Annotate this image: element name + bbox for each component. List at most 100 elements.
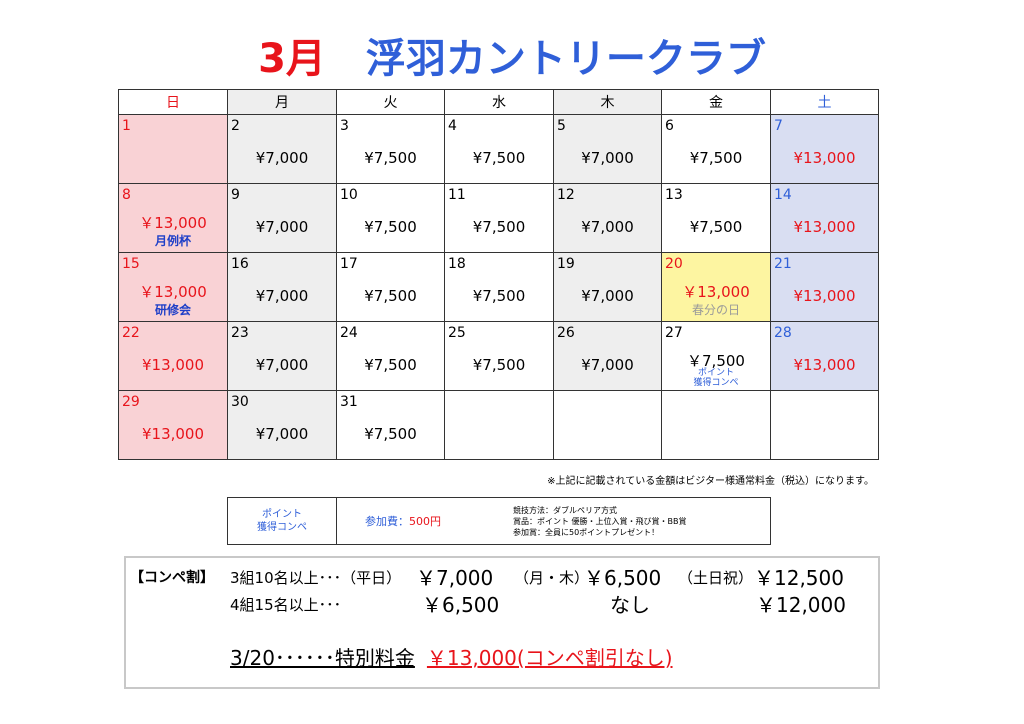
- title-club-name: 浮羽カントリークラブ: [365, 36, 766, 82]
- day-price: ￥13,000: [682, 283, 750, 301]
- calendar-day-cell: 30 ¥7,000: [227, 390, 337, 460]
- calendar-day-cell: 2 ¥7,000: [227, 114, 337, 184]
- weekday-header: 水: [444, 89, 554, 115]
- event-note: ポイント 獲得コンペ: [693, 368, 739, 388]
- calendar-day-cell: 11 ¥7,500: [444, 183, 554, 253]
- weekday-header: 土: [770, 89, 879, 115]
- calendar-day-cell: 22 ¥13,000: [118, 321, 228, 391]
- calendar-day-cell-empty: [661, 390, 771, 460]
- day-price: ¥13,000: [141, 356, 205, 374]
- day-number: 8: [122, 187, 131, 203]
- calendar-day-cell: 29 ¥13,000: [118, 390, 228, 460]
- day-number: 13: [665, 187, 683, 203]
- day-number: 6: [665, 118, 674, 134]
- day-number: 9: [231, 187, 240, 203]
- day-number: 26: [557, 325, 575, 341]
- title-month: 3月: [258, 36, 326, 82]
- day-number: 19: [557, 256, 575, 272]
- calendar-day-cell-empty: [553, 390, 662, 460]
- calendar-day-cell: 10 ¥7,500: [336, 183, 445, 253]
- discount-row2-holiday-price: ￥12,000: [756, 593, 846, 617]
- day-number: 5: [557, 118, 566, 134]
- point-compe-info-box: ポイント 獲得コンペ 参加費： 500円 競技方法：ダブルペリア方式 賞品：ポイン…: [227, 497, 771, 545]
- discount-row1-montue-label: （月・木）: [514, 569, 590, 587]
- day-number: 22: [122, 325, 140, 341]
- calendar-day-cell: 14 ¥13,000: [770, 183, 879, 253]
- calendar-week-row: 22 ¥13,000 23 ¥7,000 24 ¥7,500 25 ¥7,500 26 ¥…: [118, 321, 879, 391]
- point-label-line2: 獲得コンペ: [257, 522, 307, 533]
- day-number: 4: [448, 118, 457, 134]
- day-price: ￥7,500: [687, 352, 745, 370]
- discount-row1-condition: 3組10名以上･･･（平日）: [230, 569, 402, 587]
- calendar-day-cell: 28 ¥13,000: [770, 321, 879, 391]
- discount-row1-weekday-price: ￥7,000: [416, 566, 494, 590]
- calendar-day-cell: 25 ¥7,500: [444, 321, 554, 391]
- calendar-table: 日 月 火 水 木 金 土 1 2 ¥7,000 3 ¥7,500 4 ¥7,500 …: [118, 89, 879, 460]
- day-number: 21: [774, 256, 792, 272]
- day-number: 23: [231, 325, 249, 341]
- day-price: ¥7,500: [472, 218, 526, 236]
- entry-fee-amount: 500円: [409, 515, 441, 528]
- day-number: 7: [774, 118, 783, 134]
- calendar-day-cell: 12 ¥7,000: [553, 183, 662, 253]
- day-price: ¥13,000: [793, 218, 856, 236]
- special-price-line: 3/20･･････特別料金 ￥13,000(コンペ割引なし): [230, 642, 673, 671]
- day-price: ¥7,000: [581, 287, 634, 305]
- calendar-day-cell: 21 ¥13,000: [770, 252, 879, 322]
- day-number: 18: [448, 256, 466, 272]
- day-number: 25: [448, 325, 466, 341]
- day-number: 10: [340, 187, 358, 203]
- entry-fee: 参加費： 500円: [337, 498, 505, 544]
- day-number: 20: [665, 256, 683, 272]
- compe-rules: 競技方法：ダブルペリア方式 賞品：ポイント 優勝・上位入賞・飛び賞・BB賞 参加…: [505, 498, 687, 544]
- day-price: ¥7,500: [364, 356, 417, 374]
- day-price: ¥7,000: [255, 287, 309, 305]
- entry-fee-label: 参加費：: [365, 515, 409, 528]
- discount-row1-holiday-label: （土日祝）: [678, 569, 754, 587]
- weekday-header-row: 日 月 火 水 木 金 土: [118, 89, 879, 115]
- weekday-header: 火: [336, 89, 445, 115]
- day-price: ￥13,000: [139, 283, 207, 301]
- calendar-day-cell: 7 ¥13,000: [770, 114, 879, 184]
- day-number: 15: [122, 256, 140, 272]
- discount-row1-montue-price: ￥6,500: [584, 566, 662, 590]
- day-number: 1: [122, 118, 131, 134]
- day-price: ¥7,500: [364, 218, 417, 236]
- day-price: ¥7,500: [689, 218, 743, 236]
- day-number: 2: [231, 118, 240, 134]
- calendar-day-cell-empty: [444, 390, 554, 460]
- day-price: ¥7,500: [689, 149, 743, 167]
- calendar-day-cell: 17 ¥7,500: [336, 252, 445, 322]
- day-number: 11: [448, 187, 466, 203]
- day-price: ¥7,500: [472, 149, 526, 167]
- discount-row2-montue-price: なし: [610, 593, 650, 617]
- day-number: 28: [774, 325, 792, 341]
- event-note: 研修会: [154, 303, 191, 317]
- calendar-day-cell: 15 ￥13,000 研修会: [118, 252, 228, 322]
- calendar-day-cell: 20 ￥13,000 春分の日: [661, 252, 771, 322]
- day-price: ¥7,500: [472, 356, 526, 374]
- calendar-day-cell: 4 ¥7,500: [444, 114, 554, 184]
- discount-row1-holiday-price: ￥12,500: [754, 566, 844, 590]
- calendar-day-cell: 16 ¥7,000: [227, 252, 337, 322]
- calendar-week-row: 8 ￥13,000 月例杯 9 ¥7,000 10 ¥7,500 11 ¥7,500 12…: [118, 183, 879, 253]
- compe-rule-prizes: 賞品：ポイント 優勝・上位入賞・飛び賞・BB賞: [513, 516, 687, 526]
- day-number: 29: [122, 394, 140, 410]
- calendar-day-cell: 5 ¥7,000: [553, 114, 662, 184]
- day-price: ¥13,000: [141, 425, 205, 443]
- calendar-day-cell: 3 ¥7,500: [336, 114, 445, 184]
- day-price: ¥7,500: [472, 287, 526, 305]
- page-title: 3月 浮羽カントリークラブ: [0, 26, 1024, 84]
- day-number: 24: [340, 325, 358, 341]
- day-price: ¥7,500: [364, 425, 417, 443]
- day-number: 31: [340, 394, 358, 410]
- calendar-week-row: 29 ¥13,000 30 ¥7,000 31 ¥7,500: [118, 390, 879, 460]
- calendar-day-cell: 1: [118, 114, 228, 184]
- event-note: 春分の日: [691, 303, 740, 317]
- calendar-day-cell-empty: [770, 390, 879, 460]
- calendar-week-row: 15 ￥13,000 研修会 16 ¥7,000 17 ¥7,500 18 ¥7,500 …: [118, 252, 879, 322]
- day-price: ¥13,000: [793, 356, 856, 374]
- weekday-header: 日: [118, 89, 228, 115]
- day-number: 16: [231, 256, 249, 272]
- calendar-day-cell: 8 ￥13,000 月例杯: [118, 183, 228, 253]
